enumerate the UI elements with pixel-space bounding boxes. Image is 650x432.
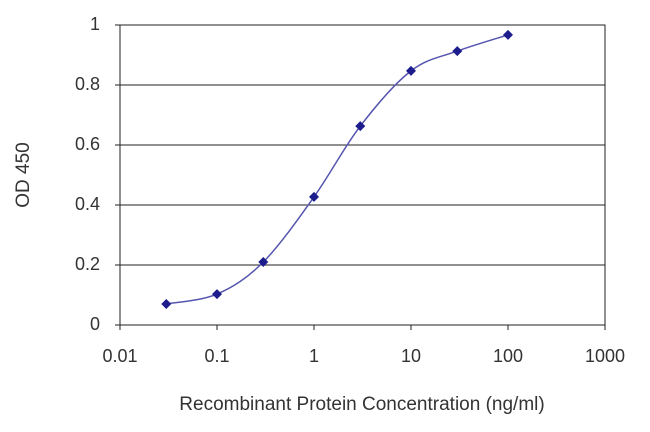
x-tick-label: 0.01 (102, 346, 137, 366)
y-tick-label: 0.4 (75, 194, 100, 214)
x-axis-title: Recombinant Protein Concentration (ng/ml… (179, 394, 544, 415)
y-tick-label: 0.6 (75, 134, 100, 154)
x-tick-label: 10 (401, 346, 421, 366)
data-point (309, 191, 319, 202)
y-tick-label: 0.8 (75, 74, 100, 94)
y-tick-label: 0 (90, 314, 100, 334)
y-tick-label: 0.2 (75, 254, 100, 274)
x-tick-label: 100 (493, 346, 523, 366)
x-tick-label: 1000 (585, 346, 625, 366)
data-point (355, 121, 366, 132)
x-tick-label: 0.1 (204, 346, 229, 366)
data-point (503, 29, 513, 40)
y-tick-label: 1 (90, 14, 100, 34)
data-point (258, 257, 269, 267)
data-point (161, 299, 172, 309)
y-axis-title: OD 450 (13, 142, 34, 207)
x-tick-label: 1 (309, 346, 319, 366)
series-line (166, 34, 509, 305)
data-point (212, 289, 222, 300)
data-point (452, 46, 463, 57)
plot-frame (119, 24, 606, 326)
data-point (406, 65, 416, 76)
